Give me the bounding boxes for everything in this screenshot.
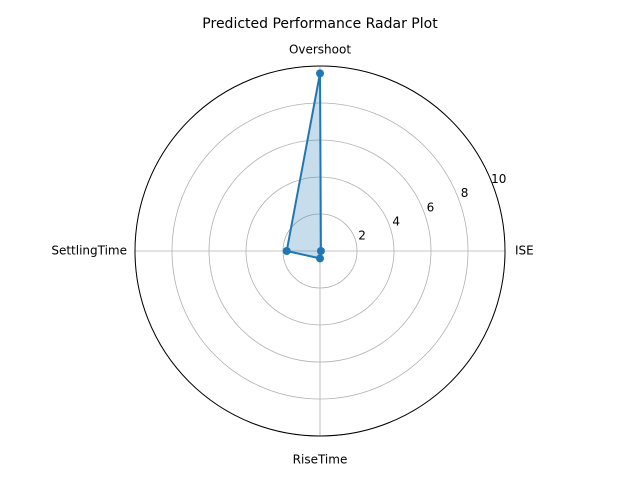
category-label: SettlingTime	[51, 244, 127, 258]
radial-tick-label: 10	[491, 172, 506, 186]
chart-title: Predicted Performance Radar Plot	[202, 16, 438, 32]
radar-labels: 2 4 6 8 10 ISE Overshoot SettlingTime RiseTime	[51, 43, 533, 467]
radial-tick-label: 6	[427, 200, 435, 214]
radar-series	[282, 69, 325, 263]
series-fill	[286, 73, 321, 259]
radial-tick-label: 8	[461, 186, 469, 200]
radial-tick-label: 4	[392, 214, 400, 228]
series-point	[316, 69, 324, 78]
polar-frame	[134, 65, 506, 437]
series-point	[282, 247, 291, 255]
category-label: Overshoot	[289, 43, 351, 57]
series-point	[316, 254, 324, 263]
category-label: ISE	[515, 244, 534, 258]
radial-tick-label: 2	[358, 229, 366, 243]
series-point	[316, 247, 325, 255]
category-label: RiseTime	[293, 453, 348, 467]
